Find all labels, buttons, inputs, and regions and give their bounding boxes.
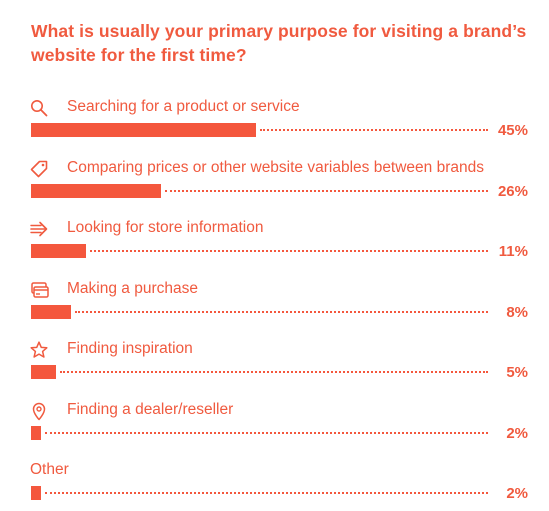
category-label: Finding a dealer/reseller <box>67 400 234 418</box>
bar-row: Looking for store information 11% <box>0 218 549 262</box>
arrow-right-icon <box>29 219 49 239</box>
bar-row: Making a purchase 8% <box>0 279 549 323</box>
bar-row: Other 2% <box>0 460 549 504</box>
bar-row: Searching for a product or service 45% <box>0 97 549 141</box>
bar-row: Finding inspiration 5% <box>0 339 549 383</box>
credit-card-icon <box>29 280 49 300</box>
bar <box>31 183 161 198</box>
value-label: 2% <box>506 424 528 442</box>
category-label: Comparing prices or other website variab… <box>67 158 484 176</box>
bar <box>31 244 86 258</box>
category-label: Making a purchase <box>67 279 198 297</box>
category-label: Searching for a product or service <box>67 98 300 115</box>
value-label: 8% <box>506 303 528 321</box>
star-icon <box>29 340 49 360</box>
category-label: Finding inspiration <box>67 340 193 357</box>
bar <box>31 486 41 500</box>
dotted-leader <box>260 129 488 131</box>
category-label: Looking for store information <box>67 219 264 236</box>
bar <box>31 365 56 379</box>
price-tag-icon <box>29 159 49 179</box>
bar-row: Comparing prices or other website variab… <box>0 158 549 202</box>
value-label: 11% <box>498 243 528 260</box>
value-label: 45% <box>497 122 528 139</box>
dotted-leader <box>45 492 488 494</box>
value-label: 5% <box>506 364 528 381</box>
dotted-leader <box>165 189 488 192</box>
dotted-leader <box>90 250 488 252</box>
search-icon <box>29 98 49 118</box>
bar <box>31 304 71 319</box>
dotted-leader <box>75 310 488 313</box>
category-label: Other <box>30 461 69 478</box>
dotted-leader <box>60 371 488 373</box>
value-label: 26% <box>497 182 528 200</box>
location-pin-icon <box>29 401 49 421</box>
chart-title: What is usually your primary purpose for… <box>31 21 527 65</box>
bar <box>31 123 256 137</box>
value-label: 2% <box>506 485 528 502</box>
bar-row: Finding a dealer/reseller 2% <box>0 400 549 444</box>
bar <box>31 425 41 440</box>
dotted-leader <box>45 431 488 434</box>
